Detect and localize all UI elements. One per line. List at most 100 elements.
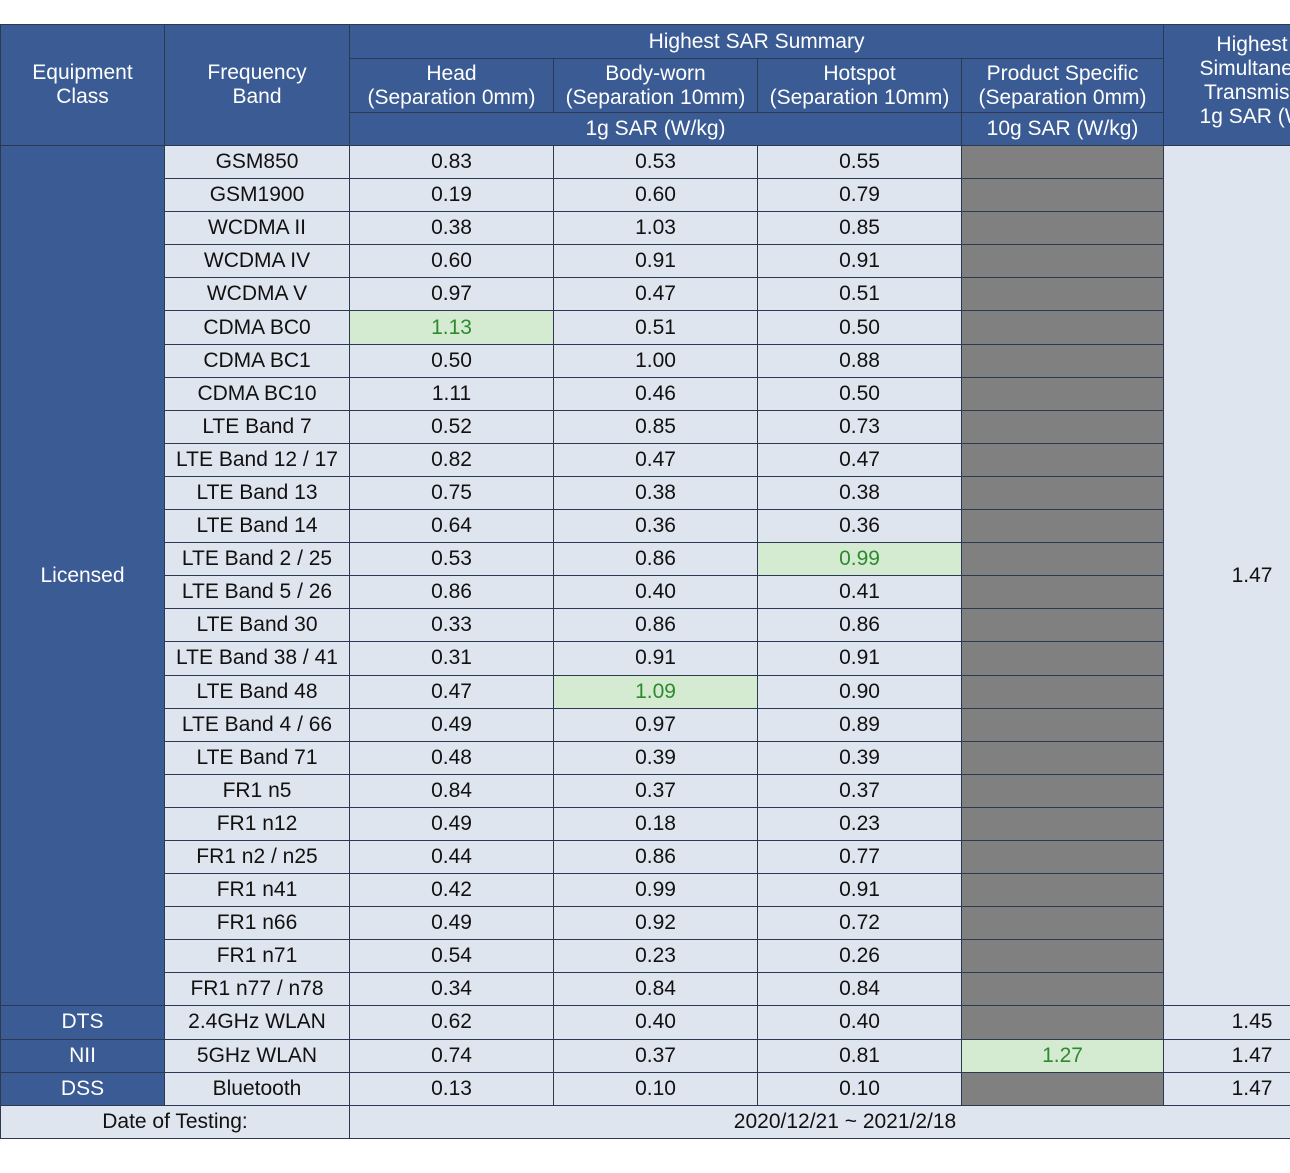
empty-cell [960,376,1165,411]
head-sar: 0.49 [349,707,554,742]
band: CDMA BC1 [164,343,350,378]
equipment-class: NII [0,1038,165,1073]
data-row: FR1 n2 / n25 0.44 0.86 0.77 [1,839,1290,875]
band: LTE Band 2 / 25 [164,542,350,577]
body-sar: 0.91 [553,641,758,676]
hotspot-sar: 0.39 [757,740,962,775]
head-sar: 0.33 [349,608,554,643]
empty-cell [960,244,1165,279]
body-sar: 0.92 [553,906,758,941]
column-name: Head [426,61,477,85]
hotspot-sar: 0.84 [757,972,962,1007]
body-sar: 0.47 [553,277,758,312]
hotspot-sar: 0.81 [757,1038,962,1073]
data-row: LTE Band 71 0.48 0.39 0.39 [1,740,1290,775]
unit-header: 1g SAR (W/kg) [349,112,962,146]
head-sar: 0.62 [349,1005,554,1040]
empty-cell [960,509,1165,544]
head-sar: 0.86 [349,575,554,610]
hotspot-sar: 0.88 [757,343,962,378]
empty-cell [960,310,1165,345]
band: FR1 n66 [164,906,350,941]
header-line: Class [56,85,109,108]
date-label: Date of Testing: [0,1104,350,1139]
head-sar: 0.52 [349,409,554,444]
hotspot-sar: 0.90 [757,674,962,709]
column-header: Product Specific (Separation 0mm) [960,58,1165,113]
band: LTE Band 30 [164,608,350,643]
band: LTE Band 71 [164,740,350,775]
head-sar: 0.13 [349,1071,554,1106]
data-row: CDMA BC10 1.11 0.46 0.50 [1,376,1290,411]
band: 5GHz WLAN [164,1038,350,1073]
simultaneous-sar: 1.47 [1163,1071,1290,1106]
head-sar: 0.38 [349,211,554,246]
body-sar: 0.10 [553,1071,758,1106]
column-header: Body-worn (Separation 10mm) [553,58,758,113]
data-row: CDMA BC1 0.50 1.00 0.88 [1,343,1290,378]
hotspot-sar: 0.23 [757,806,962,841]
hotspot-sar: 0.79 [757,178,962,213]
head-sar: 0.49 [349,906,554,941]
head-sar: 0.54 [349,939,554,974]
head-sar: 0.53 [349,542,554,577]
data-row: WCDMA II 0.38 1.03 0.85 [1,211,1290,246]
empty-cell [960,1071,1165,1106]
hotspot-sar: 0.47 [757,442,962,477]
empty-cell [960,641,1165,676]
data-row: DTS 2.4GHz WLAN 0.62 0.40 0.40 1.45 [0,1005,1290,1040]
empty-cell [960,1005,1165,1040]
head-sar: 1.11 [349,376,554,411]
simultaneous-sar: 1.47 [1163,144,1290,1007]
hotspot-sar: 0.41 [757,575,962,610]
band: LTE Band 7 [164,409,350,444]
head-sar: 0.84 [349,773,554,808]
band: FR1 n71 [164,939,350,974]
body-sar: 0.91 [553,244,758,279]
hotspot-sar: 0.86 [757,608,962,643]
hotspot-sar: 0.77 [757,839,962,875]
body-sar: 0.39 [553,740,758,775]
band: WCDMA II [164,211,350,246]
band: LTE Band 14 [164,509,350,544]
band: FR1 n41 [164,873,350,908]
hotspot-sar: 0.10 [757,1071,962,1106]
empty-cell [960,674,1165,709]
head-sar: 0.83 [349,144,554,180]
empty-cell [960,939,1165,974]
empty-cell [960,211,1165,246]
data-row: LTE Band 38 / 41 0.31 0.91 0.91 [1,641,1290,676]
hotspot-sar: 0.55 [757,144,962,180]
body-sar: 0.38 [553,475,758,511]
band: FR1 n12 [164,806,350,841]
empty-cell [960,839,1165,875]
data-row: LTE Band 48 0.47 1.09 0.90 [1,674,1290,709]
head-sar: 0.34 [349,972,554,1007]
empty-cell [960,972,1165,1007]
head-sar: 0.64 [349,509,554,544]
band: WCDMA IV [164,244,350,279]
header-line: Transmiss [1204,81,1290,104]
column-header: Hotspot (Separation 10mm) [757,58,962,113]
body-sar: 0.86 [553,542,758,577]
band: 2.4GHz WLAN [164,1005,350,1040]
hotspot-sar: 0.50 [757,376,962,411]
body-sar: 0.40 [553,1005,758,1040]
head-sar: 0.74 [349,1038,554,1073]
band: CDMA BC0 [164,310,350,345]
hotspot-sar: 0.37 [757,773,962,808]
frequency-band-header: Frequency Band [164,24,350,146]
hotspot-sar: 0.99 [757,542,962,577]
sar-table: Equipment Class Frequency Band Highest SAR… [0,24,1290,1139]
head-sar: 1.13 [349,310,554,345]
header-line: Simultaneo [1199,57,1290,80]
date-value: 2020/12/21 ~ 2021/2/18 [348,1104,1290,1139]
head-sar: 0.19 [349,178,554,213]
header-line: Equipment [32,61,133,84]
body-sar: 0.18 [553,806,758,841]
body-sar: 0.51 [553,310,758,345]
data-row: LTE Band 14 0.64 0.36 0.36 [1,509,1290,544]
hotspot-sar: 0.26 [757,939,962,974]
data-row: WCDMA V 0.97 0.47 0.51 [1,277,1290,312]
